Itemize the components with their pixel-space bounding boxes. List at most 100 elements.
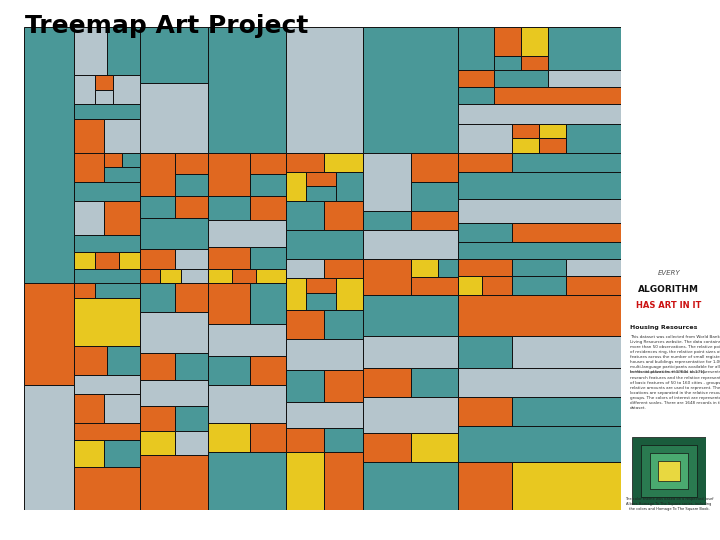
Bar — [521, 56, 548, 71]
Bar — [307, 186, 336, 201]
Bar — [74, 394, 104, 423]
Bar — [24, 27, 74, 283]
Bar — [494, 71, 548, 87]
Bar — [175, 153, 208, 174]
Text: In this visualization, this tool also represents
research features and the relat: In this visualization, this tool also re… — [630, 370, 720, 410]
Bar — [324, 153, 363, 172]
Bar — [363, 433, 411, 462]
Bar — [286, 310, 324, 339]
Bar — [411, 259, 438, 278]
Bar — [74, 119, 104, 153]
Bar — [324, 428, 363, 453]
Bar — [548, 71, 621, 87]
Bar — [548, 27, 621, 71]
Bar — [208, 196, 250, 220]
Bar — [286, 370, 324, 402]
Bar — [459, 27, 494, 71]
Bar — [208, 247, 250, 269]
Bar — [411, 211, 459, 230]
Bar — [208, 423, 250, 453]
Text: EVERY: EVERY — [657, 271, 680, 276]
Bar — [232, 268, 256, 283]
Bar — [74, 27, 107, 75]
Bar — [539, 138, 566, 153]
Bar — [24, 283, 74, 384]
Text: HAS ART IN IT: HAS ART IN IT — [636, 301, 701, 310]
Bar — [324, 310, 363, 339]
Bar — [411, 433, 459, 462]
Bar — [494, 27, 521, 56]
Bar — [363, 153, 411, 211]
Bar — [74, 201, 104, 235]
Bar — [74, 467, 140, 510]
Bar — [566, 259, 621, 276]
Bar — [286, 172, 307, 201]
Bar — [74, 423, 140, 440]
Bar — [512, 259, 566, 276]
Bar — [459, 104, 621, 124]
Bar — [175, 430, 208, 455]
Bar — [104, 153, 122, 167]
Bar — [256, 268, 286, 283]
Bar — [512, 138, 539, 153]
Bar — [107, 27, 140, 75]
Bar — [140, 455, 208, 510]
Bar — [104, 394, 140, 423]
Bar — [140, 430, 175, 455]
Bar — [140, 283, 175, 312]
Bar — [24, 384, 74, 510]
Bar — [140, 153, 175, 196]
Bar — [74, 181, 140, 201]
Bar — [95, 283, 140, 298]
Bar — [208, 268, 232, 283]
Bar — [74, 346, 107, 375]
Bar — [286, 453, 324, 510]
Bar — [566, 276, 621, 295]
Bar — [286, 27, 363, 153]
Bar — [74, 252, 95, 269]
Bar — [363, 295, 459, 336]
Bar — [336, 172, 363, 201]
Bar — [286, 153, 324, 172]
Bar — [363, 368, 411, 397]
Bar — [208, 220, 286, 247]
Bar — [411, 278, 459, 295]
Bar — [641, 446, 697, 497]
Bar — [363, 211, 411, 230]
Bar — [411, 153, 459, 181]
Bar — [363, 336, 459, 368]
Bar — [307, 172, 336, 186]
Bar — [459, 426, 621, 462]
Bar — [512, 153, 621, 172]
Bar — [459, 199, 621, 222]
Bar — [122, 153, 140, 167]
Bar — [512, 462, 621, 510]
Bar — [307, 293, 336, 310]
Bar — [140, 380, 208, 407]
Bar — [140, 312, 208, 353]
Bar — [250, 174, 286, 196]
Bar — [250, 283, 286, 324]
Bar — [336, 278, 363, 310]
Bar — [74, 283, 95, 298]
Bar — [286, 402, 363, 428]
Text: ALGORITHM: ALGORITHM — [639, 285, 699, 294]
Bar — [74, 298, 140, 346]
Bar — [140, 249, 175, 268]
Bar — [459, 222, 512, 242]
Bar — [459, 87, 494, 104]
Bar — [494, 87, 621, 104]
Bar — [104, 440, 140, 467]
Bar — [107, 346, 140, 375]
Bar — [175, 283, 208, 312]
Bar — [250, 247, 286, 269]
Bar — [411, 368, 459, 397]
Bar — [494, 56, 521, 71]
Bar — [74, 235, 140, 252]
Bar — [539, 124, 566, 138]
Bar — [95, 90, 113, 104]
Bar — [459, 259, 512, 276]
Bar — [104, 167, 140, 181]
Bar — [95, 252, 119, 269]
Bar — [104, 119, 140, 153]
